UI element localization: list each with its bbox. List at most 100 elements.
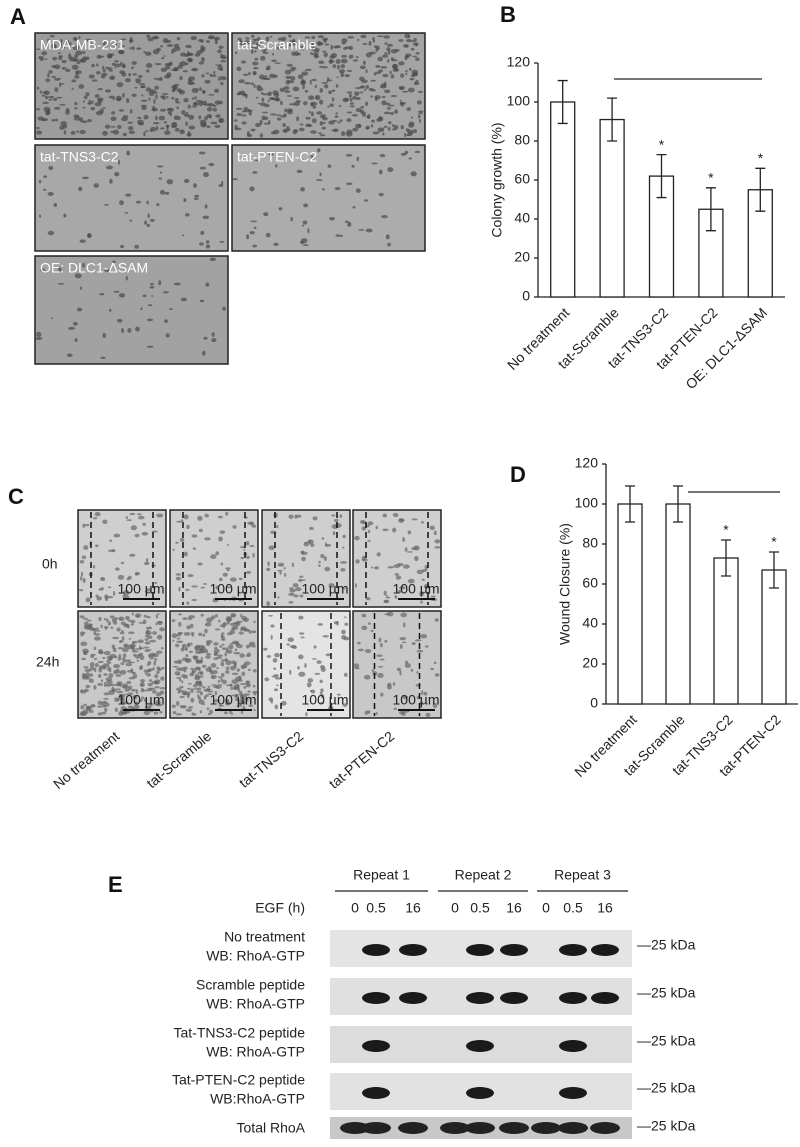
cell (335, 84, 339, 88)
cell (356, 156, 360, 162)
cell (47, 72, 50, 78)
cell (58, 56, 63, 61)
cell (383, 35, 391, 39)
cell (388, 104, 395, 107)
cell (359, 86, 364, 88)
cell (39, 90, 42, 94)
cell (329, 217, 335, 221)
band (591, 992, 619, 1004)
cell (365, 52, 372, 58)
cell (132, 640, 138, 644)
cell (176, 106, 180, 110)
cell (200, 39, 204, 43)
cell (178, 89, 186, 95)
cell (113, 669, 118, 675)
cell (174, 98, 179, 103)
cell (108, 95, 115, 99)
cell (186, 687, 191, 690)
cell (71, 88, 74, 90)
cell (371, 119, 375, 123)
cell (379, 154, 386, 158)
cell (127, 685, 133, 691)
cell (298, 671, 306, 677)
cell (241, 663, 248, 669)
cell (156, 513, 164, 518)
cell (88, 709, 94, 713)
cell (137, 119, 144, 125)
cell (36, 126, 40, 130)
cell (317, 35, 325, 39)
cell (331, 89, 336, 92)
cell (312, 516, 318, 521)
cell (288, 514, 294, 519)
cell (176, 687, 182, 691)
cell (100, 624, 103, 629)
cell (274, 652, 280, 658)
cell (186, 601, 190, 605)
cell (266, 567, 271, 571)
cell (225, 617, 233, 622)
cell (254, 46, 259, 50)
cell (139, 655, 145, 661)
cell (131, 93, 137, 98)
cell (130, 525, 138, 531)
cell (118, 109, 125, 112)
cell (160, 647, 164, 650)
cell (220, 677, 223, 683)
cell (146, 672, 151, 677)
cell (225, 647, 229, 653)
cell (214, 124, 221, 129)
cell (432, 702, 438, 708)
cell (268, 614, 274, 617)
cell (333, 45, 339, 49)
cell (366, 113, 371, 120)
cell (361, 613, 367, 618)
cell (75, 70, 82, 75)
cell (286, 126, 290, 130)
cell (165, 333, 170, 338)
scale-label: 100 µm (393, 692, 440, 708)
cell (238, 675, 242, 680)
cell (109, 539, 113, 542)
cell (365, 101, 368, 107)
cell (207, 693, 213, 695)
cell (183, 666, 188, 670)
cell (155, 94, 158, 100)
cell (273, 242, 279, 247)
cell (382, 528, 389, 532)
cell (399, 99, 402, 102)
cell (263, 116, 269, 121)
cell (128, 130, 135, 134)
cell (79, 58, 84, 63)
cell (103, 41, 107, 47)
cell (51, 65, 57, 69)
cell (100, 679, 104, 683)
cell (180, 705, 187, 708)
timepoint: 0h (42, 556, 58, 572)
cell (71, 64, 79, 70)
cell (295, 514, 302, 518)
cell (264, 103, 270, 108)
cell (292, 86, 300, 92)
cell (354, 667, 360, 670)
cell (150, 282, 154, 286)
cell (164, 191, 170, 195)
cell (42, 188, 47, 191)
cell (210, 674, 217, 680)
cell (148, 703, 153, 707)
cell (155, 622, 158, 626)
cell (76, 307, 83, 312)
cell (88, 74, 95, 79)
y-tick-label: 60 (514, 171, 530, 187)
cell (272, 658, 278, 663)
cell (198, 115, 202, 120)
cell (164, 65, 171, 70)
scale-label: 100 µm (118, 692, 165, 708)
cell (215, 114, 221, 118)
cell (386, 47, 391, 52)
cell (36, 48, 41, 51)
cell (149, 639, 157, 643)
mw-marker: —25 kDa (637, 1033, 696, 1049)
cell (187, 682, 192, 685)
